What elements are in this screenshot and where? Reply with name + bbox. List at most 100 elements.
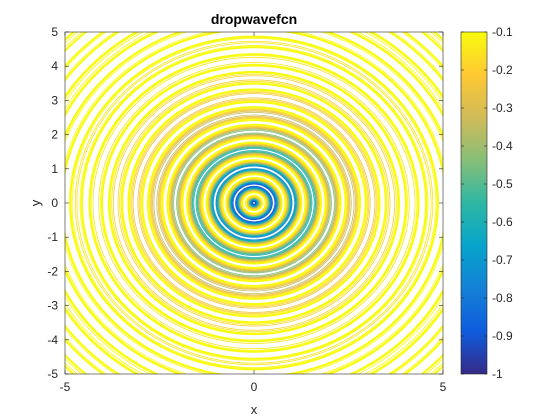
contour-line <box>232 183 276 223</box>
contour-line <box>211 164 297 242</box>
contour-line <box>173 129 335 277</box>
contour-line <box>205 159 303 247</box>
contour-line <box>148 107 360 299</box>
contour-line <box>153 111 355 295</box>
contour-line <box>159 117 349 289</box>
colorbar-tick-label: -0.1 <box>492 25 513 39</box>
contour-line <box>188 144 320 262</box>
contour-line <box>109 72 399 334</box>
contour-line <box>207 160 301 246</box>
contour-line <box>225 176 283 230</box>
contour-line <box>180 136 328 270</box>
y-tick-label: 0 <box>51 196 58 210</box>
contour-line <box>244 194 264 212</box>
y-tick-label: 4 <box>51 59 58 73</box>
contour-line <box>182 138 326 268</box>
contour-line <box>236 187 272 219</box>
contour-line <box>169 126 339 280</box>
contour-line <box>70 37 438 369</box>
contour-line <box>231 182 277 224</box>
contour-line <box>246 195 262 211</box>
contour-line <box>79 45 429 361</box>
contour-line <box>160 118 348 288</box>
contour-line <box>140 100 368 306</box>
x-axis-ticks: -5 0 5 <box>60 32 447 394</box>
contour-line <box>231 183 277 223</box>
contour-line <box>71 38 437 368</box>
y-tick-label: 5 <box>51 25 58 39</box>
contour-line <box>180 136 328 270</box>
contour-line <box>88 53 420 353</box>
contour-line <box>235 185 273 221</box>
contour-line <box>189 144 319 262</box>
contour-line <box>89 54 419 352</box>
contour-line <box>190 145 318 261</box>
contour-line <box>189 144 319 262</box>
contour-line <box>178 134 330 272</box>
colorbar-tick-label: -1 <box>492 367 503 381</box>
colorbar-tick-label: -0.2 <box>492 63 513 77</box>
contour-line <box>90 55 418 351</box>
contour-line <box>197 152 311 254</box>
contour-line <box>241 191 267 215</box>
colorbar-tick-label: -0.6 <box>492 215 513 229</box>
y-tick-label: 1 <box>51 162 58 176</box>
contour-line <box>216 168 292 238</box>
contour-line <box>220 172 288 234</box>
colorbar-ticks: -1 -0.9 -0.8 -0.7 -0.6 -0.5 -0.4 -0.3 -0.2 -0.1 <box>461 25 513 381</box>
contour-line <box>152 110 356 296</box>
contour-line <box>107 70 401 336</box>
contour-line <box>161 119 347 287</box>
contour-line <box>207 160 301 246</box>
contour-line <box>226 178 282 228</box>
contour-line <box>222 174 286 232</box>
y-tick-label: -4 <box>47 333 58 347</box>
contour-line <box>177 133 331 273</box>
contour-line <box>127 88 381 318</box>
contour-line <box>176 132 332 274</box>
contour-line <box>166 123 342 283</box>
contour-line <box>167 124 341 282</box>
colorbar-tick-label: -0.7 <box>492 253 513 267</box>
contour-line <box>138 98 370 308</box>
contour-line <box>69 35 439 371</box>
contour-line <box>193 148 315 258</box>
contour-line <box>98 62 410 344</box>
contour-line <box>142 102 366 304</box>
contour-line <box>242 192 266 214</box>
contour-line <box>199 154 309 252</box>
contour-line <box>80 46 428 360</box>
contour-line <box>102 65 406 341</box>
contour-line <box>201 155 307 251</box>
y-axis-label: y <box>28 199 43 206</box>
contour-line <box>216 169 292 237</box>
contour-line <box>202 156 306 250</box>
colorbar-tick-label: -0.9 <box>492 329 513 343</box>
contour-line <box>200 154 308 252</box>
contour-line <box>196 151 312 255</box>
contour-line <box>100 63 408 343</box>
contour-line <box>170 127 338 279</box>
contour-line <box>111 73 397 333</box>
contour-line <box>169 126 339 280</box>
colorbar-tick-label: -0.8 <box>492 291 513 305</box>
contour-line <box>186 141 322 265</box>
contour-line <box>251 200 257 206</box>
x-tick-label: 5 <box>440 380 447 394</box>
contour-line <box>74 40 434 366</box>
contour-line <box>129 89 379 317</box>
contour-line <box>190 145 318 261</box>
y-tick-label: -3 <box>47 299 58 313</box>
contour-line <box>192 147 316 259</box>
contour-line <box>131 91 377 315</box>
contour-line <box>188 143 320 263</box>
contour-line <box>171 128 337 278</box>
colorbar-tick-label: -0.4 <box>492 139 513 153</box>
contour-line <box>187 143 321 263</box>
contour-line <box>100 64 408 342</box>
contour-line <box>221 173 287 233</box>
y-tick-label: -1 <box>47 230 58 244</box>
contour-line <box>69 36 439 370</box>
contour-line <box>137 97 371 309</box>
